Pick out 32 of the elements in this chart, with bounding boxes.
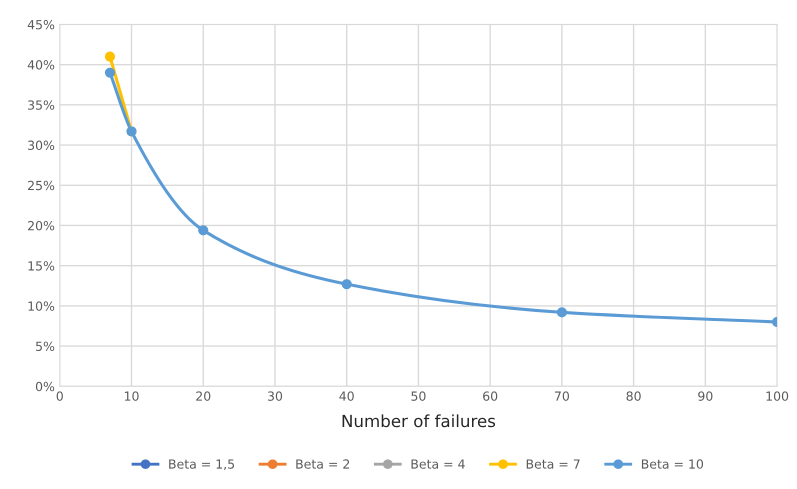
- x-tick-label: 0: [56, 391, 63, 401]
- x-tick-label: 10: [124, 391, 139, 401]
- x-tick-label: 90: [698, 391, 712, 401]
- x-tick-label: 50: [411, 391, 426, 401]
- y-tick-label: 15%: [28, 261, 54, 271]
- x-tick-label: 80: [626, 391, 641, 401]
- x-axis-title: Number of failures: [342, 414, 496, 428]
- legend-label: Beta = 7: [526, 459, 580, 469]
- y-tick-label: 5%: [36, 342, 54, 352]
- point: [104, 68, 116, 78]
- y-tick-label: 10%: [28, 301, 54, 311]
- x-tick-label: 60: [483, 391, 498, 401]
- legend-label: Beta = 1,5: [169, 459, 234, 470]
- x-tick-label: 20: [196, 391, 210, 401]
- legend-label: Beta = 10: [642, 459, 704, 469]
- y-tick-label: 25%: [28, 180, 54, 190]
- y-tick-label: 40%: [28, 60, 54, 70]
- y-tick-label: 20%: [28, 220, 54, 230]
- point: [198, 225, 208, 236]
- point: [556, 307, 567, 318]
- y-tick-label: 45%: [28, 20, 54, 30]
- point: [342, 279, 352, 290]
- y-tick-label: 35%: [28, 100, 54, 110]
- x-tick-label: 100: [766, 391, 788, 401]
- x-tick-label: 30: [268, 391, 282, 401]
- x-tick-label: 70: [554, 391, 570, 401]
- y-tick-label: 30%: [28, 140, 54, 150]
- x-tick-label: 40: [339, 391, 354, 401]
- point: [104, 52, 116, 62]
- legend-label: Beta = 4: [412, 459, 465, 469]
- legend-label: Beta = 2: [296, 459, 350, 469]
- y-tick-label: 0%: [36, 382, 54, 392]
